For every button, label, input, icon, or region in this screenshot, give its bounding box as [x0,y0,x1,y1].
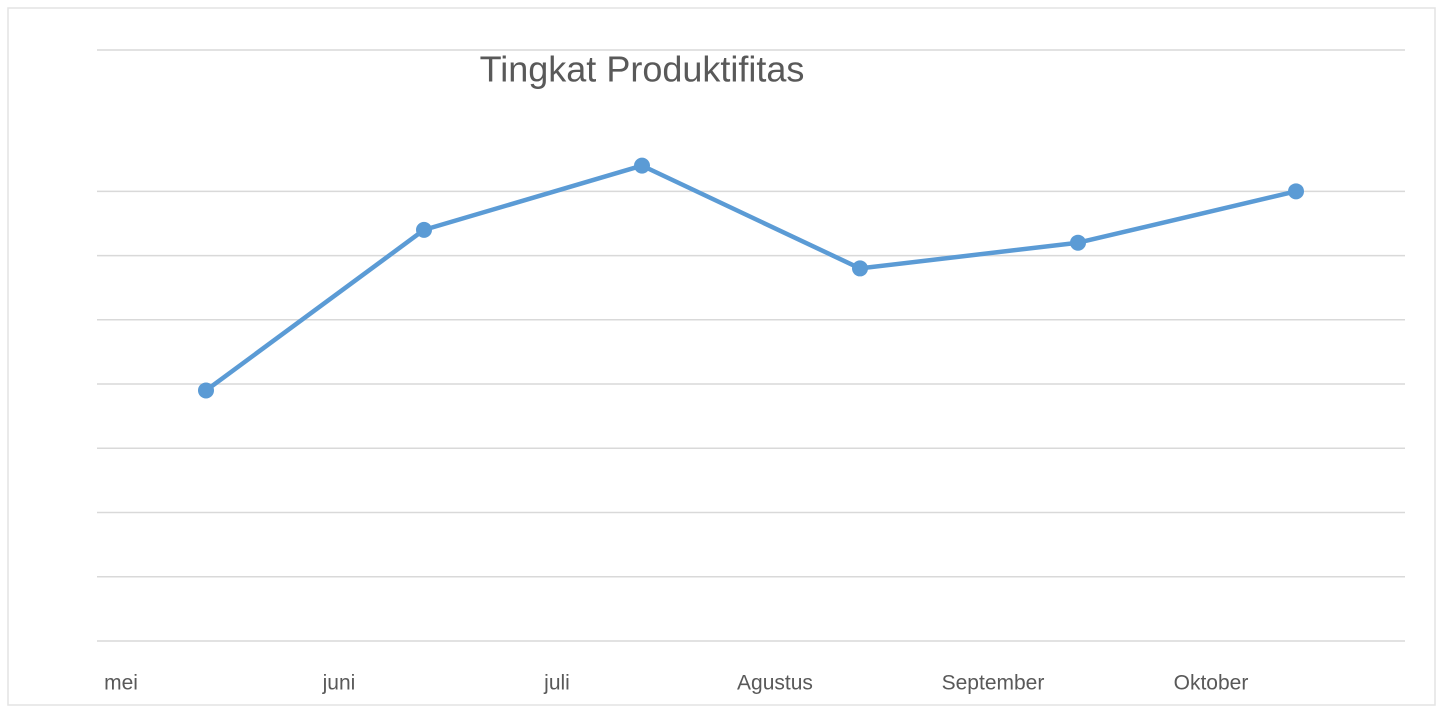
x-tick-label: juli [543,672,570,695]
marker [416,221,432,238]
marker [198,382,214,399]
chart-frame [7,7,1436,706]
marker [1070,234,1086,251]
x-tick-label: juni [322,672,356,695]
x-tick-label: Oktober [1174,672,1249,695]
x-tick-label: Agustus [737,672,813,695]
marker [1288,183,1304,200]
marker [634,157,650,174]
chart-title: Tingkat Produktifitas [480,49,805,90]
x-tick-label: September [942,672,1045,695]
marker [852,260,868,277]
line [204,163,1297,393]
x-tick-label: mei [104,672,138,695]
